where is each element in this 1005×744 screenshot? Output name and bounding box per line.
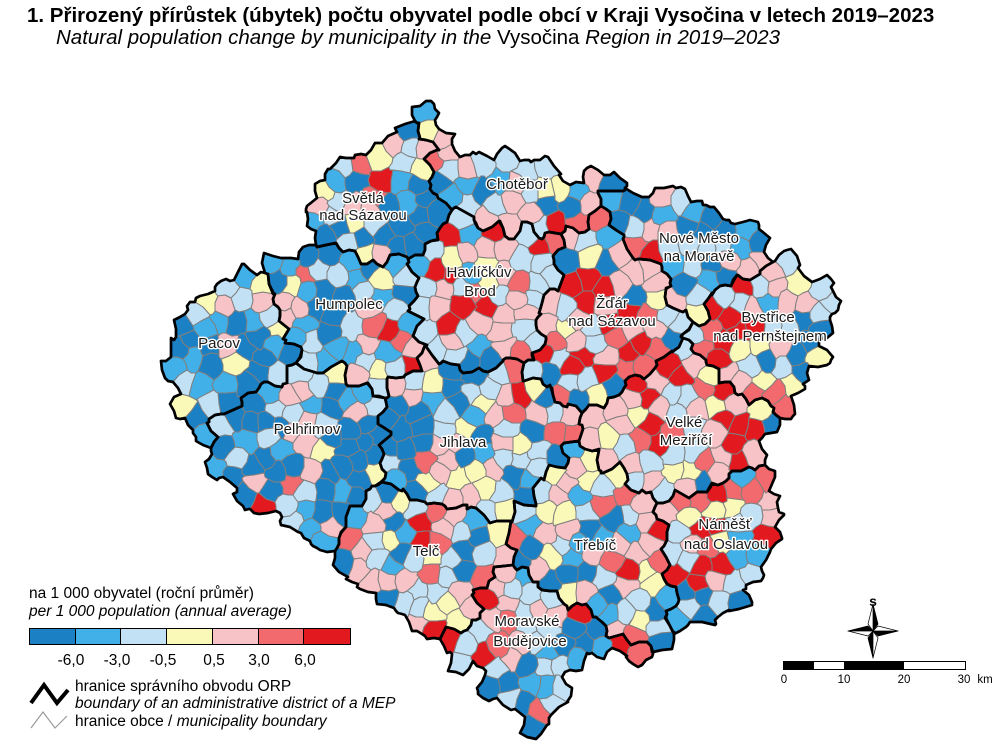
- svg-text:Bystřice: Bystřice: [741, 309, 794, 326]
- svg-text:Brod: Brod: [464, 283, 496, 300]
- svg-text:Havlíčkův: Havlíčkův: [446, 264, 512, 281]
- svg-text:Třebíč: Třebíč: [574, 537, 617, 554]
- svg-text:Světlá: Světlá: [342, 190, 384, 207]
- svg-text:Žďár: Žďár: [596, 295, 628, 312]
- svg-text:Humpolec: Humpolec: [315, 296, 383, 313]
- svg-text:Telč: Telč: [413, 543, 440, 560]
- svg-text:Chotěboř: Chotěboř: [486, 176, 549, 193]
- svg-text:na Moravě: na Moravě: [664, 248, 735, 265]
- svg-text:Nové Město: Nové Město: [659, 230, 739, 247]
- svg-text:Budějovice: Budějovice: [493, 633, 566, 650]
- svg-text:nad Sázavou: nad Sázavou: [319, 207, 407, 224]
- svg-text:Velké: Velké: [666, 414, 703, 431]
- svg-text:nad Sázavou: nad Sázavou: [568, 313, 656, 330]
- svg-text:Meziříčí: Meziříčí: [660, 432, 713, 449]
- svg-text:Moravské: Moravské: [494, 613, 559, 630]
- svg-text:nad Pernštejnem: nad Pernštejnem: [713, 328, 826, 345]
- svg-text:Náměšť: Náměšť: [698, 516, 752, 533]
- svg-text:Jihlava: Jihlava: [440, 434, 487, 451]
- svg-text:Pelhřimov: Pelhřimov: [274, 421, 341, 438]
- svg-text:Pacov: Pacov: [198, 335, 240, 352]
- svg-text:nad Oslavou: nad Oslavou: [684, 536, 768, 553]
- svg-text:s: s: [869, 593, 877, 609]
